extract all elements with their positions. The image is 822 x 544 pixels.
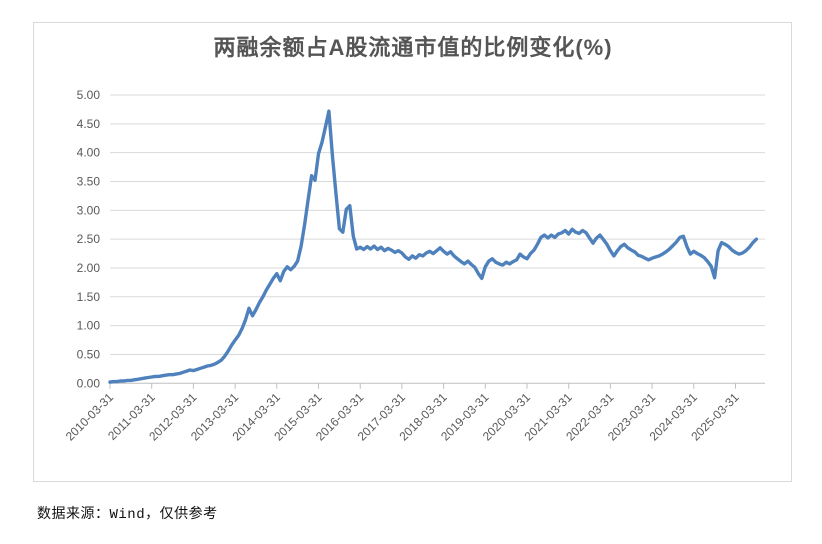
y-axis-tick-label: 5.00 (77, 88, 101, 102)
y-axis-tick-label: 2.50 (77, 232, 101, 246)
data-line-margin-ratio (108, 109, 759, 384)
y-axis-tick-label: 0.00 (77, 376, 101, 390)
y-axis-tick-label: 1.50 (77, 290, 101, 304)
y-axis-tick-label: 1.00 (77, 319, 101, 333)
y-axis-tick-label: 2.00 (77, 261, 101, 275)
y-axis-tick-label: 4.00 (77, 146, 101, 160)
y-axis-tick-label: 0.50 (77, 347, 101, 361)
chart-title: 两融余额占A股流通市值的比例变化(%) (213, 35, 613, 60)
y-axis-tick-label: 3.50 (77, 174, 101, 188)
y-axis-tick-label: 4.50 (77, 117, 101, 131)
source-note: 数据来源：Wind，仅供参考 (37, 507, 218, 523)
y-axis-tick-label: 3.00 (77, 203, 101, 217)
